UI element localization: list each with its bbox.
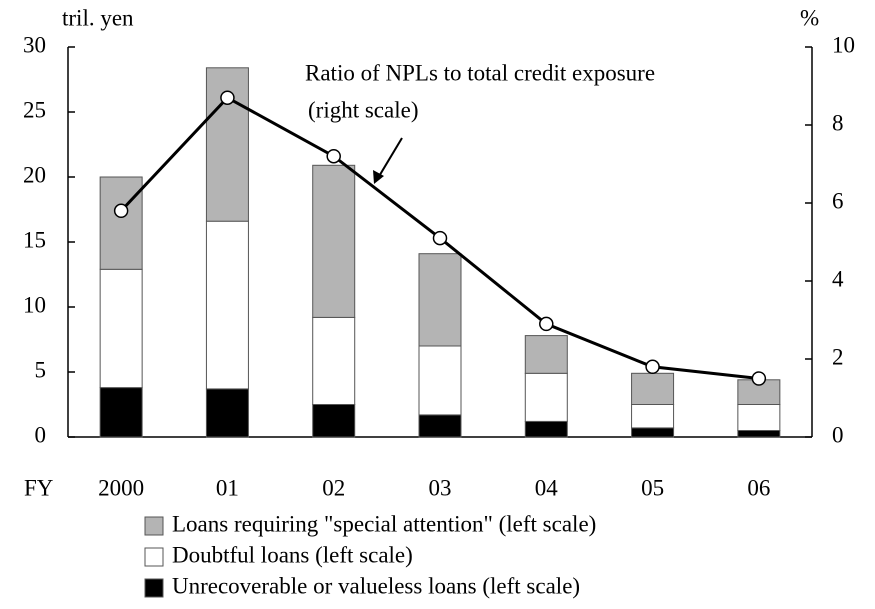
line-marker	[113, 203, 129, 219]
y-unit-label: tril. yen	[62, 5, 134, 30]
bar-segment	[524, 372, 568, 422]
y-tick-label: 15	[23, 227, 46, 252]
line-marker	[432, 230, 448, 246]
line-marker	[539, 316, 554, 332]
x-tick-label: 03	[429, 475, 452, 500]
y2-tick-label: 0	[832, 422, 844, 447]
line-marker	[220, 90, 235, 105]
x-tick-label: 01	[216, 475, 239, 500]
y-tick-label: 0	[35, 422, 47, 447]
annotation: (right scale)	[308, 97, 418, 122]
y2-tick-label: 2	[832, 344, 844, 369]
line-marker	[751, 371, 767, 386]
bar-segment	[631, 372, 675, 405]
annotation: Ratio of NPLs to total credit exposure	[305, 60, 655, 85]
bar-segment	[418, 345, 462, 416]
bar-segment	[737, 430, 781, 438]
bar-segment	[205, 388, 249, 438]
line-marker	[645, 359, 660, 375]
legend-label: Unrecoverable or valueless loans (left s…	[172, 573, 580, 598]
y2-tick-label: 4	[832, 266, 844, 291]
y-tick-label: 20	[23, 162, 46, 187]
bar-segment	[99, 176, 143, 270]
y-tick-label: 10	[23, 292, 46, 317]
bar-segment	[99, 268, 143, 389]
bar-segment	[737, 404, 781, 431]
y-tick-label: 25	[23, 97, 46, 122]
x-tick-label: 2000	[98, 475, 144, 500]
bar-segment	[631, 427, 675, 438]
bar-segment	[524, 335, 568, 374]
y-tick-label: 30	[23, 32, 46, 57]
x-tick-label: 04	[535, 475, 559, 500]
legend-swatch	[144, 516, 164, 536]
bar-segment	[205, 220, 249, 390]
x-tick-label: 05	[641, 475, 664, 500]
x-axis-label: FY	[24, 475, 54, 500]
legend-swatch	[144, 547, 164, 567]
bar-segment	[418, 414, 462, 438]
y2-tick-label: 8	[832, 110, 844, 135]
x-tick-label: 06	[747, 475, 770, 500]
y2-unit-label: %	[800, 5, 819, 30]
y2-tick-label: 6	[832, 188, 844, 213]
annotation-arrow	[373, 137, 403, 184]
legend-label: Loans requiring "special attention" (lef…	[172, 511, 596, 536]
bar-segment	[418, 253, 462, 347]
y2-tick-label: 10	[832, 32, 855, 57]
bar-segment	[99, 387, 143, 438]
bar-segment	[631, 404, 675, 429]
legend-label: Doubtful loans (left scale)	[172, 542, 413, 567]
bar-segment	[205, 67, 249, 222]
y-tick-label: 5	[35, 357, 47, 382]
x-tick-label: 02	[322, 475, 345, 500]
bar-segment	[312, 404, 356, 438]
bar-segment	[524, 420, 568, 438]
line-marker	[326, 148, 341, 164]
bar-segment	[312, 164, 356, 318]
bar-segment	[312, 316, 356, 405]
legend-swatch	[144, 578, 164, 598]
